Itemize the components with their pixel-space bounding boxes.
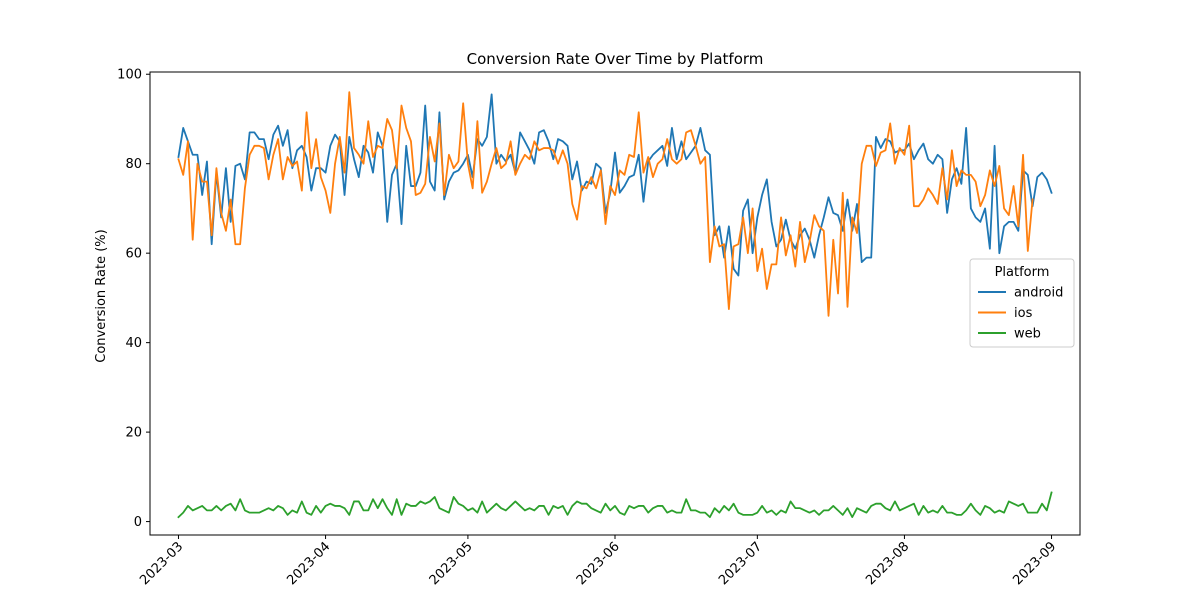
series-line-ios (177, 91, 1034, 317)
legend: Platform android ios web (969, 258, 1075, 348)
y-tick-label-40: 40 (125, 336, 142, 351)
chart-title: Conversion Rate Over Time by Platform (467, 50, 764, 68)
y-tick-label-60: 60 (125, 247, 142, 262)
series-line-web (177, 491, 1053, 519)
legend-box (969, 258, 1075, 348)
y-tick-label-0: 0 (134, 515, 142, 530)
y-tick-label-80: 80 (125, 157, 142, 172)
y-tick-label-20: 20 (125, 426, 142, 441)
y-tick-label-100: 100 (117, 68, 142, 83)
legend-label-ios: ios (1014, 306, 1033, 321)
y-axis-label: Conversion Rate (%) (94, 229, 109, 362)
legend-label-web: web (1014, 327, 1041, 342)
legend-title: Platform (995, 265, 1050, 280)
legend-label-android: android (1014, 286, 1063, 301)
